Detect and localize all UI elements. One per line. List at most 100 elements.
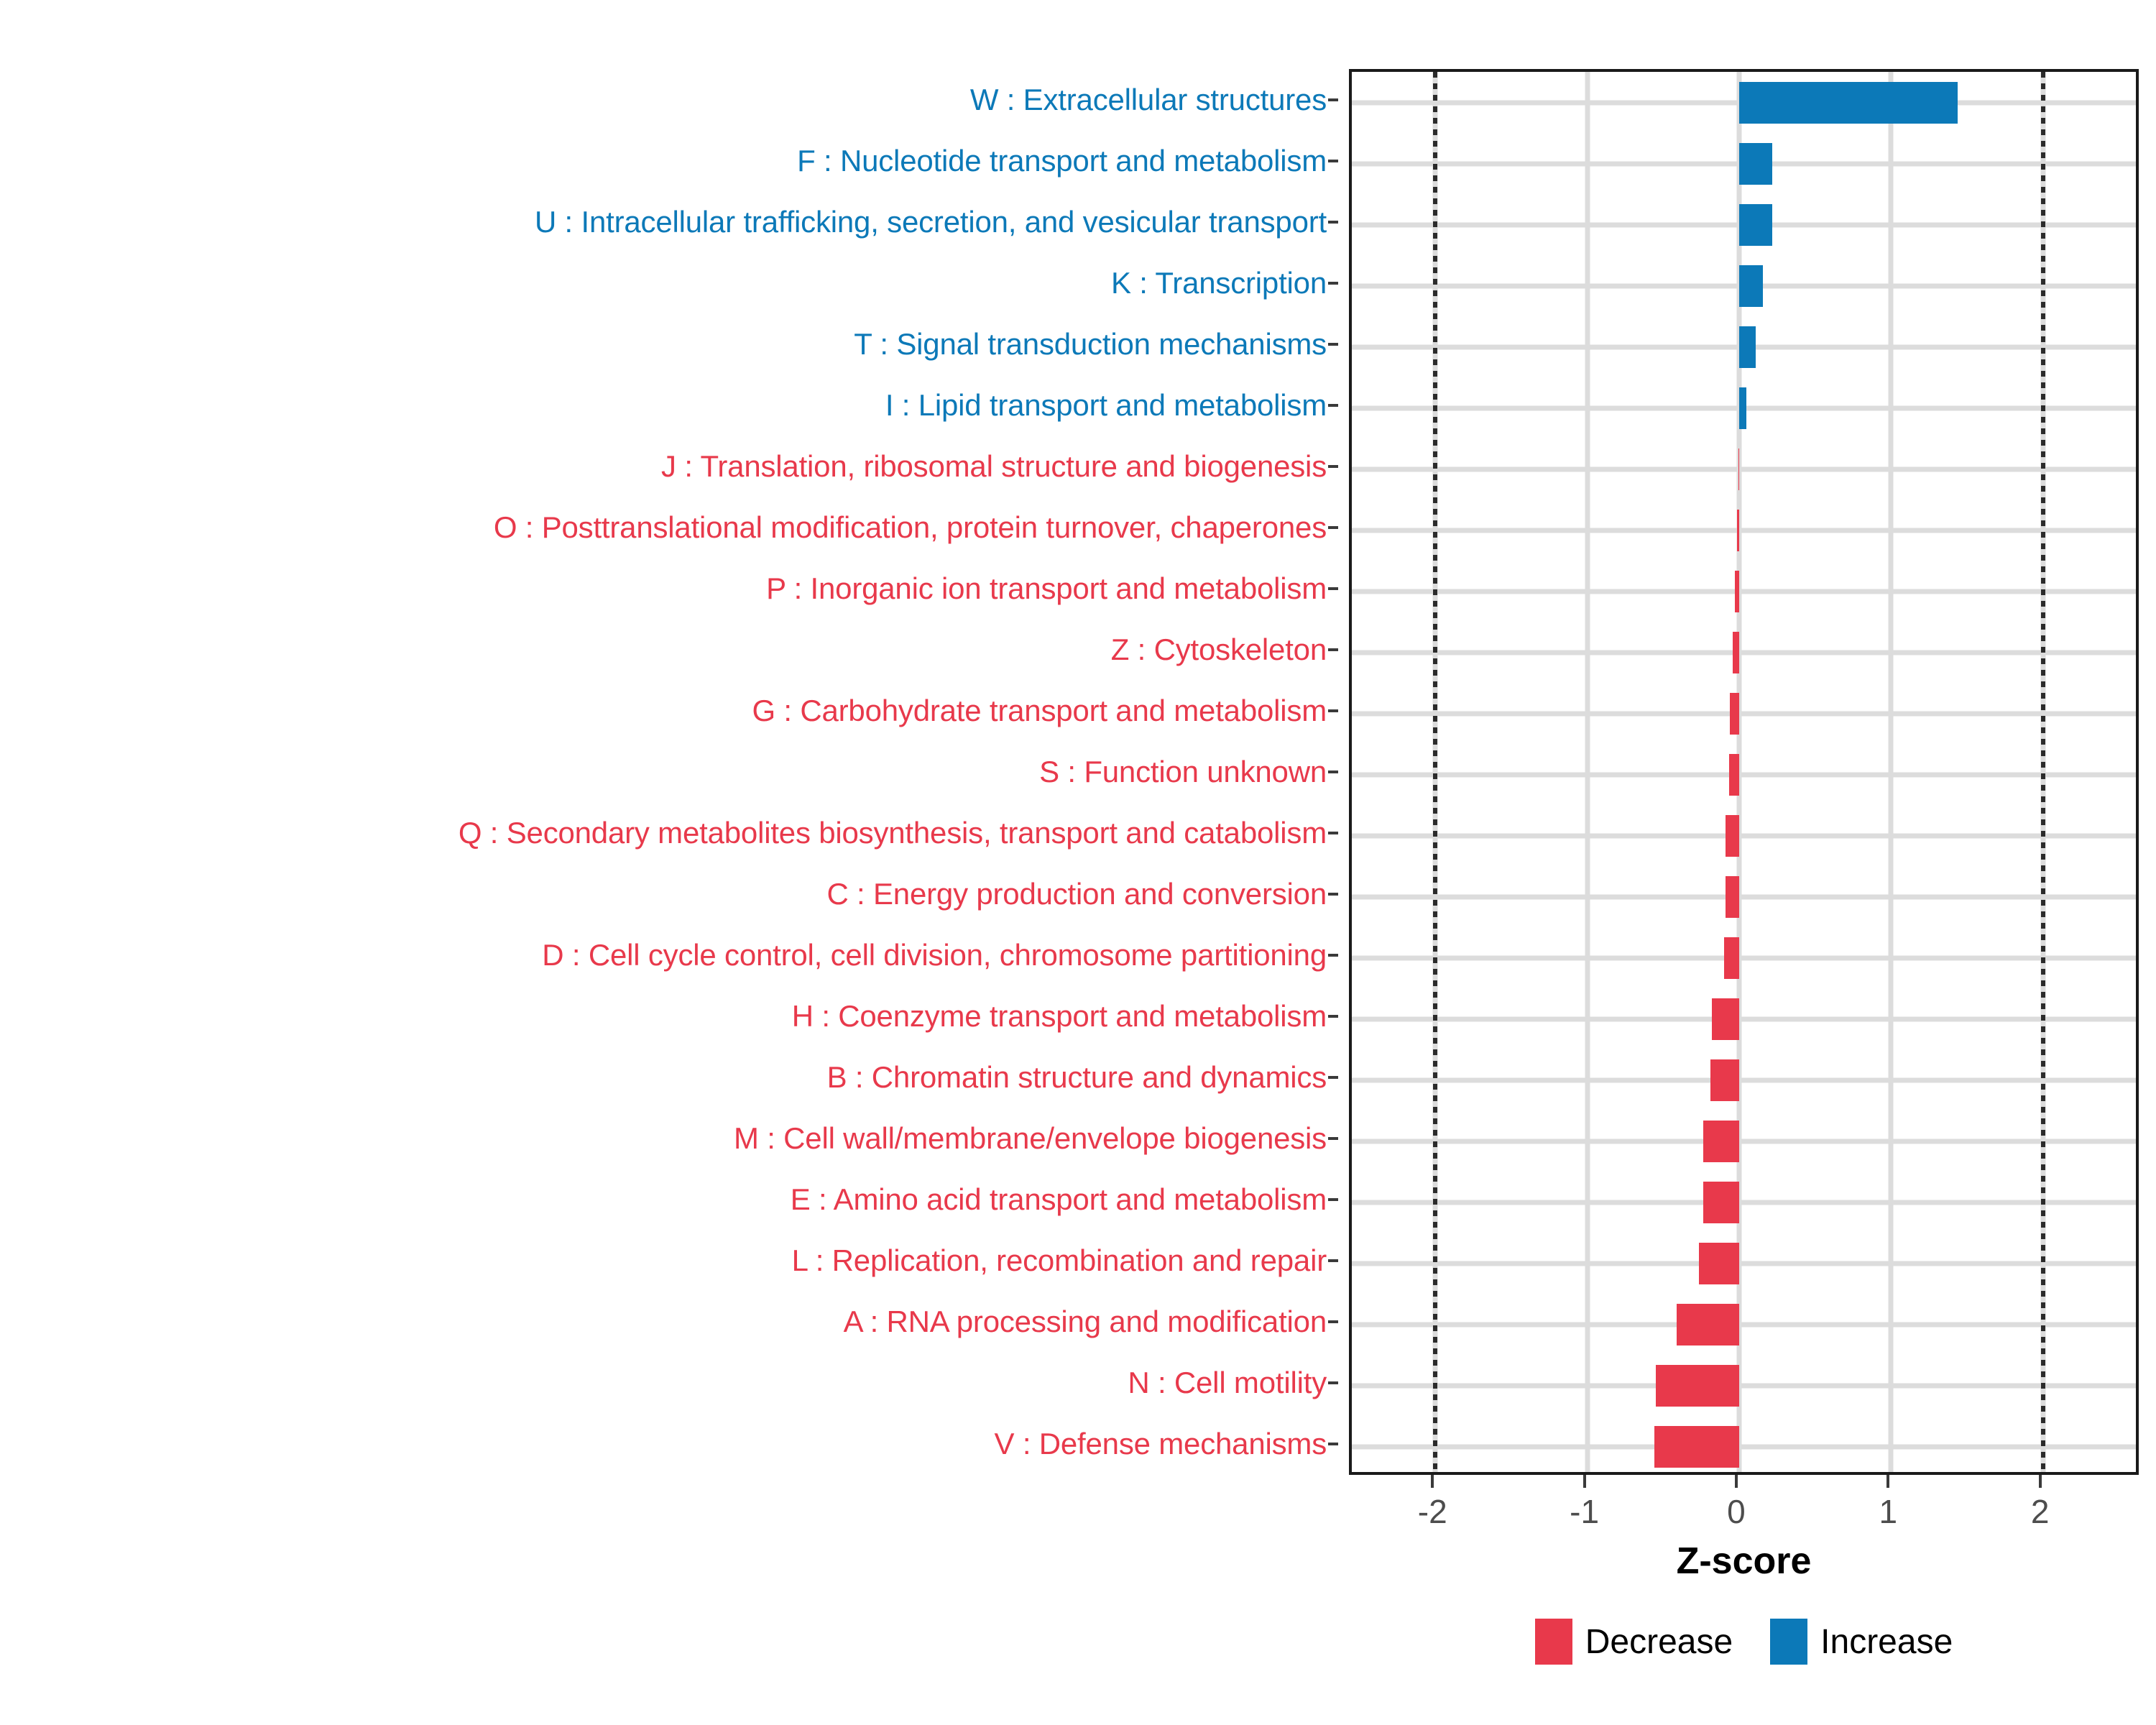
- bar: [1703, 1121, 1739, 1163]
- y-axis-tick: [1328, 709, 1338, 712]
- y-axis-label: H : Coenzyme transport and metabolism: [791, 999, 1327, 1034]
- x-axis-tick: [1734, 1475, 1738, 1488]
- y-axis-tick: [1328, 220, 1338, 224]
- x-axis-tick-label: -2: [1417, 1493, 1447, 1530]
- vertical-gridline: [1888, 72, 1894, 1472]
- y-axis-tick: [1328, 464, 1338, 468]
- y-axis-label: V : Defense mechanisms: [994, 1427, 1327, 1461]
- y-axis-label: L : Replication, recombination and repai…: [791, 1243, 1327, 1278]
- horizontal-gridline: [1352, 1077, 2136, 1083]
- y-axis-category-labels: W : Extracellular structures F : Nucleoti…: [0, 69, 1338, 1475]
- bar: [1710, 1059, 1739, 1102]
- y-axis-label: I : Lipid transport and metabolism: [885, 387, 1327, 422]
- y-axis-label: Q : Secondary metabolites biosynthesis, …: [458, 816, 1327, 850]
- y-axis-tick: [1328, 1381, 1338, 1385]
- vertical-gridline: [1585, 72, 1590, 1472]
- bar: [1738, 81, 1958, 124]
- dotted-reference-line: [1433, 72, 1438, 1472]
- y-axis-tick: [1328, 954, 1338, 957]
- y-axis-label: A : RNA processing and modification: [843, 1305, 1327, 1339]
- legend-label: Increase: [1820, 1622, 1953, 1661]
- legend: Decrease Increase: [1349, 1619, 2139, 1665]
- y-axis-label: C : Energy production and conversion: [826, 877, 1327, 911]
- x-axis-tick-label: -1: [1570, 1493, 1600, 1530]
- y-axis-tick: [1328, 770, 1338, 773]
- horizontal-gridline: [1352, 833, 2136, 839]
- horizontal-gridline: [1352, 1444, 2136, 1450]
- y-axis-tick: [1328, 281, 1338, 285]
- y-axis-label: D : Cell cycle control, cell division, c…: [542, 938, 1327, 972]
- y-axis-label: G : Carbohydrate transport and metabolis…: [752, 693, 1327, 727]
- bar: [1738, 203, 1773, 246]
- horizontal-gridline: [1352, 1383, 2136, 1389]
- y-axis-tick: [1328, 1015, 1338, 1018]
- bar: [1711, 998, 1739, 1041]
- y-axis-tick: [1328, 1198, 1338, 1202]
- y-axis-label: S : Function unknown: [1039, 755, 1327, 788]
- y-axis-tick: [1328, 1076, 1338, 1080]
- y-axis-tick: [1328, 159, 1338, 162]
- y-axis-tick: [1328, 1320, 1338, 1324]
- bar: [1725, 876, 1739, 919]
- x-axis-tick-label: 0: [1727, 1493, 1746, 1530]
- bar: [1725, 815, 1739, 857]
- horizontal-gridline: [1352, 711, 2136, 717]
- y-axis-tick: [1328, 525, 1338, 529]
- bar: [1655, 1365, 1739, 1407]
- y-axis-label: B : Chromatin structure and dynamics: [826, 1060, 1327, 1095]
- bar: [1733, 631, 1739, 673]
- y-axis-label: K : Transcription: [1110, 265, 1327, 300]
- y-axis-label: W : Extracellular structures: [969, 82, 1327, 116]
- x-axis-tick: [1886, 1475, 1890, 1488]
- y-axis-label: N : Cell motility: [1128, 1366, 1327, 1400]
- y-axis-tick: [1328, 1137, 1338, 1141]
- bar: [1703, 1182, 1739, 1224]
- y-axis-tick: [1328, 648, 1338, 651]
- y-axis-label: O : Posttranslational modification, prot…: [493, 510, 1327, 544]
- horizontal-gridline: [1352, 528, 2136, 533]
- horizontal-gridline: [1352, 1016, 2136, 1022]
- horizontal-gridline: [1352, 650, 2136, 656]
- bar: [1738, 387, 1747, 429]
- bar: [1737, 509, 1739, 551]
- horizontal-gridline: [1352, 955, 2136, 961]
- bar: [1738, 264, 1763, 307]
- horizontal-gridline: [1352, 589, 2136, 594]
- zero-gridline: [1736, 72, 1742, 1472]
- y-axis-label: P : Inorganic ion transport and metaboli…: [766, 571, 1327, 605]
- legend-item[interactable]: Decrease: [1534, 1619, 1733, 1665]
- y-axis-tick: [1328, 1443, 1338, 1446]
- legend-item[interactable]: Increase: [1770, 1619, 1953, 1665]
- y-axis-label: E : Amino acid transport and metabolism: [790, 1182, 1327, 1217]
- horizontal-gridline: [1352, 894, 2136, 900]
- y-axis-tick: [1328, 342, 1338, 346]
- bar: [1729, 754, 1739, 796]
- bar: [1738, 448, 1740, 490]
- y-axis-label: U : Intracellular trafficking, secretion…: [534, 204, 1327, 239]
- legend-label: Decrease: [1585, 1622, 1733, 1661]
- x-axis-tick: [2038, 1475, 2042, 1488]
- y-axis-label: M : Cell wall/membrane/envelope biogenes…: [733, 1121, 1327, 1156]
- y-axis-tick: [1328, 403, 1338, 407]
- bar: [1677, 1304, 1739, 1346]
- y-axis-label: J : Translation, ribosomal structure and…: [661, 448, 1327, 483]
- y-axis-tick: [1328, 1259, 1338, 1263]
- y-axis-label: F : Nucleotide transport and metabolism: [797, 143, 1327, 178]
- x-axis-tick: [1583, 1475, 1586, 1488]
- x-axis-tick-label: 2: [2030, 1493, 2050, 1530]
- bar: [1730, 692, 1739, 735]
- y-axis-tick: [1328, 98, 1338, 101]
- horizontal-gridline: [1352, 1322, 2136, 1328]
- bar: [1723, 937, 1739, 980]
- plot-panel-inner: [1352, 72, 2136, 1472]
- horizontal-gridline: [1352, 1200, 2136, 1205]
- bar: [1738, 326, 1756, 368]
- bar: [1654, 1426, 1739, 1468]
- bar: [1698, 1243, 1739, 1285]
- legend-swatch-icon: [1534, 1619, 1572, 1665]
- bar: [1738, 142, 1773, 185]
- x-axis-tick-label: 1: [1879, 1493, 1898, 1530]
- legend-swatch-icon: [1770, 1619, 1808, 1665]
- horizontal-gridline: [1352, 1261, 2136, 1266]
- horizontal-gridline: [1352, 466, 2136, 472]
